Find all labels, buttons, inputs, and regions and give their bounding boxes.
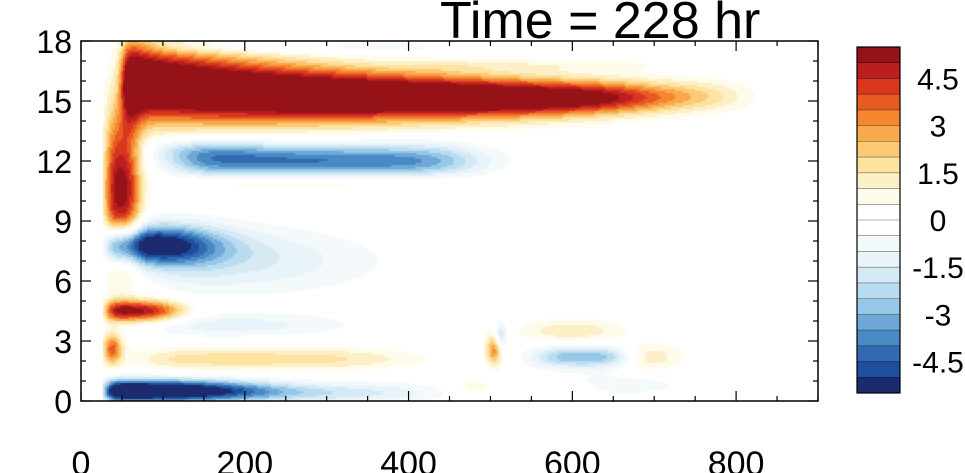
x-tick-label: 600: [544, 445, 601, 473]
y-tick-label: 0: [54, 384, 72, 420]
colorbar-box: [857, 282, 900, 299]
colorbar-tick-label: 4.5: [917, 63, 959, 96]
colorbar-box: [857, 141, 900, 158]
colorbar-box: [857, 47, 900, 64]
colorbar-box: [857, 220, 900, 237]
colorbar-box: [857, 188, 900, 205]
colorbar-box: [857, 109, 900, 126]
colorbar-box: [857, 125, 900, 142]
colorbar-box: [857, 267, 900, 284]
y-tick-label: 18: [36, 24, 72, 60]
y-tick-label: 6: [54, 264, 72, 300]
x-tick-label: 800: [708, 445, 765, 473]
colorbar-box: [857, 172, 900, 189]
x-axis: 0 200 400 600 800: [72, 41, 819, 473]
colorbar: 4.5 3 1.5 0 -1.5 -3 -4.5: [856, 46, 964, 394]
colorbar-tick-label: -1.5: [912, 252, 964, 285]
heatmap-image: [81, 41, 818, 401]
colorbar-box: [857, 377, 900, 394]
colorbar-frame: [856, 46, 901, 394]
colorbar-tick-label: 1.5: [917, 158, 959, 191]
chart-title: Time = 228 hr: [440, 0, 761, 50]
x-tick-label: 400: [380, 445, 437, 473]
colorbar-box: [857, 235, 900, 252]
colorbar-tick-label: 3: [930, 111, 947, 144]
colorbar-box: [857, 251, 900, 268]
colorbar-tick-label: -4.5: [912, 347, 964, 380]
colorbar-box: [857, 78, 900, 95]
colorbar-box: [857, 204, 900, 221]
y-tick-label: 9: [54, 204, 72, 240]
colorbar-box: [857, 157, 900, 174]
colorbar-tick-label: -3: [925, 299, 952, 332]
x-tick-label: 0: [72, 445, 91, 473]
heatmap-field: [81, 41, 818, 401]
colorbar-box: [857, 314, 900, 331]
colorbar-tick-label: 0: [930, 205, 947, 238]
colorbar-box: [857, 94, 900, 111]
colorbar-box: [857, 330, 900, 347]
y-tick-label: 15: [36, 84, 72, 120]
colorbar-box: [857, 62, 900, 79]
y-axis: 0 3 6 9 12 15 18: [36, 24, 818, 420]
y-tick-label: 3: [54, 324, 72, 360]
y-tick-label: 12: [36, 144, 72, 180]
x-tick-label: 200: [216, 445, 273, 473]
colorbar-box: [857, 298, 900, 315]
colorbar-box: [857, 361, 900, 378]
colorbar-box: [857, 345, 900, 362]
